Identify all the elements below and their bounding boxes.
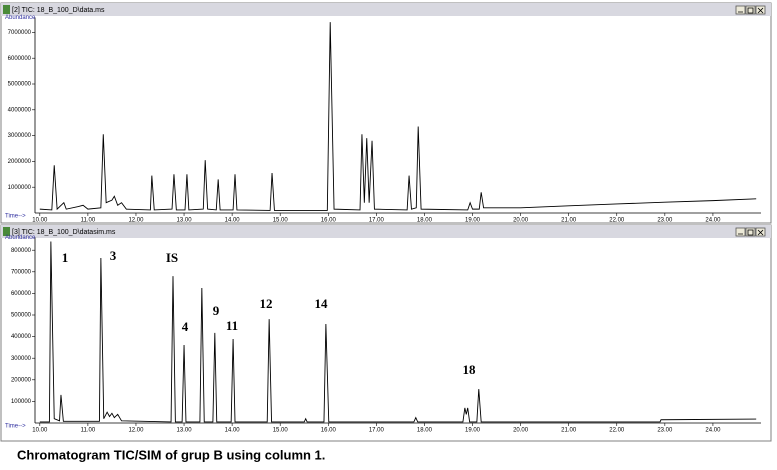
maximize-button[interactable] [745,5,756,15]
x-tick-label: 20.00 [513,218,529,224]
x-tick-label: 21.00 [561,218,577,224]
peak-label: 14 [315,296,329,311]
x-tick-label: 12.00 [128,428,144,434]
y-tick-label: 4000000 [8,107,32,113]
button-icons [738,7,764,236]
y-tick-label: 100000 [11,399,32,405]
minimize-button[interactable] [735,5,746,15]
peak-label: 12 [260,296,273,311]
x-tick-label: 24.00 [705,218,721,224]
y-tick-label: 600000 [11,291,32,297]
peak-label: 11 [226,318,238,333]
x-tick-label: 18.00 [417,218,433,224]
x-tick-label: 23.00 [657,218,673,224]
window-frame [0,2,772,224]
title-bar [1,3,771,16]
y-axis-label: Abundance [5,235,36,241]
y-tick-label: 1000000 [8,185,32,191]
x-tick-label: 21.00 [561,428,577,434]
title-bar [1,225,771,238]
x-tick-label: 13.00 [177,428,193,434]
y-tick-label: 2000000 [8,159,32,165]
y-tick-label: 3000000 [8,133,32,139]
x-axis-label: Time--> [5,214,26,220]
window-title: [3] TIC: 18_B_100_D\datasim.ms [12,229,116,236]
y-tick-label: 5000000 [8,82,32,88]
y-tick-label: 800000 [11,248,32,254]
maximize-button[interactable] [745,227,756,237]
y-tick-label: 700000 [11,269,32,275]
x-tick-label: 11.00 [81,428,96,434]
y-tick-label: 500000 [11,313,32,319]
caption: Chromatogram TIC/SIM of grup B using col… [17,447,325,462]
x-tick-label: 10.00 [32,428,48,434]
x-tick-label: 17.00 [369,218,385,224]
x-axis-label: Time--> [5,424,26,430]
trace [39,22,757,211]
window-title: [2] TIC: 18_B_100_D\data.ms [12,7,105,14]
x-tick-label: 12.00 [128,218,144,224]
y-tick-label: 6000000 [8,56,32,62]
x-tick-label: 16.00 [321,218,337,224]
x-tick-label: 17.00 [369,428,385,434]
trace [39,241,757,423]
x-tick-label: 15.00 [273,218,289,224]
window-frame [0,224,772,442]
peak-label: 9 [213,303,220,318]
peak-label: 18 [463,362,477,377]
y-tick-label: 400000 [11,334,32,340]
peak-label: 3 [110,248,117,263]
x-tick-label: 19.00 [465,428,481,434]
x-tick-label: 18.00 [417,428,433,434]
y-tick-label: 7000000 [8,30,32,36]
x-tick-label: 10.00 [32,218,48,224]
y-tick-label: 200000 [11,377,32,383]
x-tick-label: 19.00 [465,218,481,224]
x-tick-label: 14.00 [225,428,241,434]
peak-label: 1 [62,250,69,265]
x-tick-label: 15.00 [273,428,289,434]
peak-label: IS [166,250,178,265]
window-icon [3,5,10,14]
minimize-button[interactable] [735,227,746,237]
x-tick-label: 16.00 [321,428,337,434]
x-tick-label: 14.00 [225,218,241,224]
x-tick-label: 20.00 [513,428,529,434]
x-tick-label: 23.00 [657,428,673,434]
peak-label: 4 [182,319,189,334]
x-tick-label: 11.00 [81,218,96,224]
x-tick-label: 22.00 [609,428,625,434]
y-tick-label: 300000 [11,356,32,362]
y-axis-label: Abundance [5,15,36,21]
x-tick-label: 24.00 [705,428,721,434]
window-icon [3,227,10,236]
x-tick-label: 22.00 [609,218,625,224]
x-tick-label: 13.00 [177,218,193,224]
